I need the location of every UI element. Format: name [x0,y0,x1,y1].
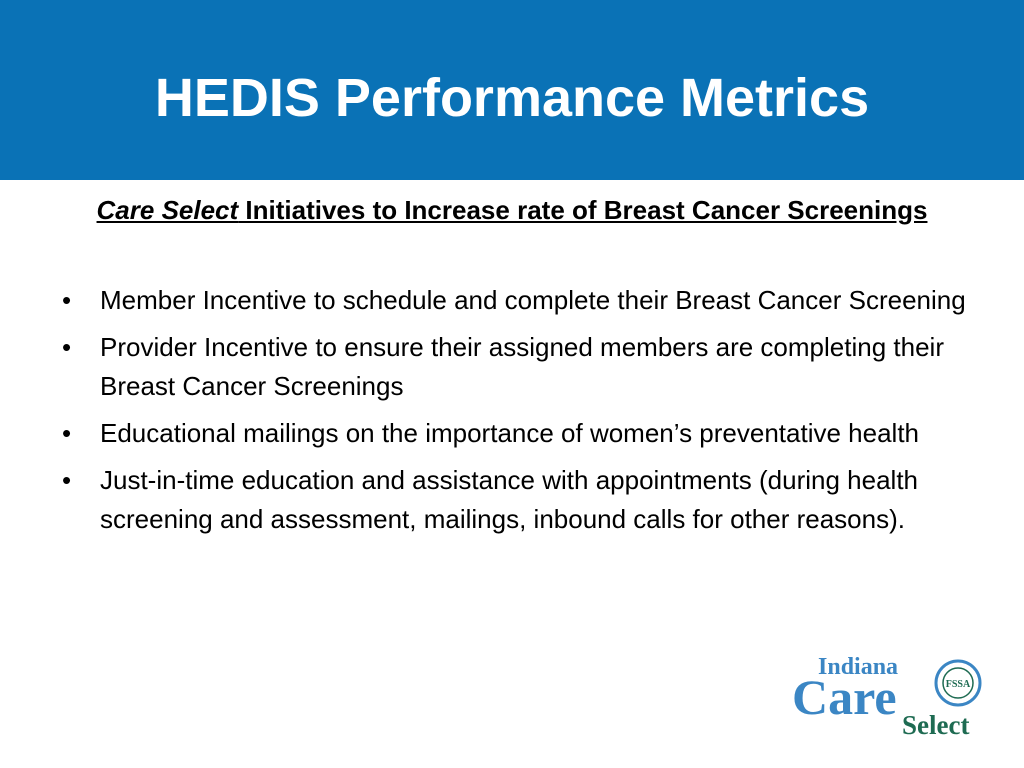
slide-title: HEDIS Performance Metrics [154,68,870,128]
logo-word-indiana: Indiana [818,654,898,680]
bullet-item: • Just-in-time education and assistance … [58,461,978,539]
bullet-text: Provider Incentive to ensure their assig… [100,332,944,401]
logo-word-select: Select [902,710,969,740]
bullet-icon: • [62,465,72,495]
logo-word-care: Care [792,669,897,725]
header-bar: HEDIS Performance Metrics [0,0,1024,180]
bullet-text: Educational mailings on the importance o… [100,418,919,448]
bullet-icon: • [62,285,72,315]
bullet-item: • Member Incentive to schedule and compl… [58,281,978,320]
bullet-icon: • [62,418,72,448]
bullet-text: Member Incentive to schedule and complet… [100,285,966,315]
slide-subtitle: Care Select Initiatives to Increase rate… [90,190,934,230]
bullet-list: • Member Incentive to schedule and compl… [58,281,978,547]
bullet-item: • Provider Incentive to ensure their ass… [58,328,978,406]
seal-text: FSSA [946,679,971,690]
bullet-icon: • [62,332,72,362]
bullet-text: Just-in-time education and assistance wi… [100,465,919,534]
indiana-care-select-logo: Indiana Care Select FSSA [792,654,982,740]
bullet-item: • Educational mailings on the importance… [58,414,978,453]
subtitle-rest: Initiatives to Increase rate of Breast C… [238,195,928,225]
subtitle-italic: Care Select [96,195,239,225]
fssa-seal-icon: FSSA [934,659,982,707]
